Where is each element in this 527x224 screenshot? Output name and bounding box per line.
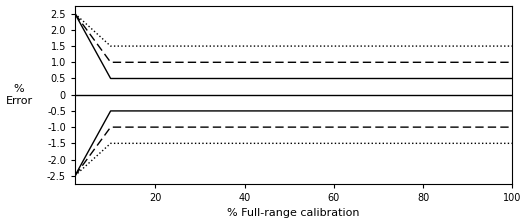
- X-axis label: % Full-range calibration: % Full-range calibration: [227, 209, 360, 218]
- Y-axis label: %
Error: % Error: [6, 84, 33, 106]
